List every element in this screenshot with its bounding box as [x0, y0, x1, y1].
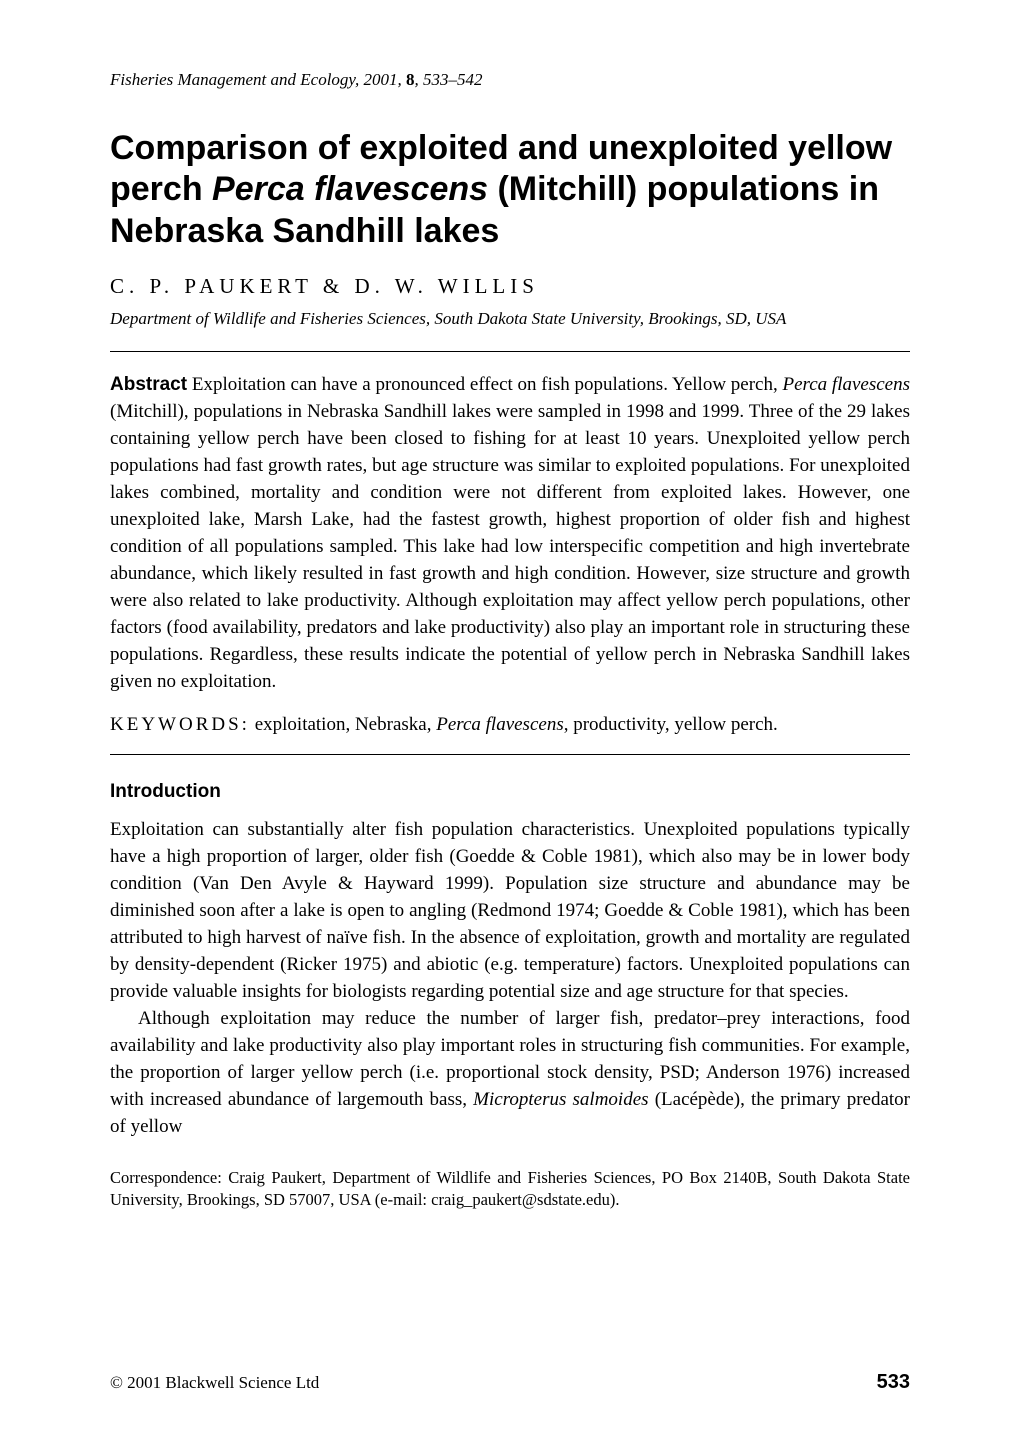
- rule-bottom: [110, 754, 910, 755]
- para2-species: Micropterus salmoides: [473, 1089, 648, 1110]
- keywords-post: , productivity, yellow perch.: [564, 714, 778, 735]
- abstract: Abstract Exploitation can have a pronoun…: [110, 372, 910, 696]
- journal-name: Fisheries Management and Ecology: [110, 70, 355, 89]
- journal-volume: 8: [406, 70, 415, 89]
- page-number: 533: [877, 1371, 910, 1394]
- keywords-species: Perca flavescens: [436, 714, 564, 735]
- intro-heading: Introduction: [110, 781, 910, 803]
- keywords: KEYWORDS: exploitation, Nebraska, Perca …: [110, 714, 910, 736]
- running-head: Fisheries Management and Ecology, 2001, …: [110, 70, 910, 90]
- abstract-species: Perca flavescens: [783, 374, 911, 395]
- intro-para-2: Although exploitation may reduce the num…: [110, 1006, 910, 1141]
- abstract-text-pre: Exploitation can have a pronounced effec…: [187, 374, 782, 395]
- abstract-label: Abstract: [110, 374, 187, 395]
- abstract-text-post: (Mitchill), populations in Nebraska Sand…: [110, 401, 910, 692]
- authors: C. P. PAUKERT & D. W. WILLIS: [110, 274, 910, 299]
- keywords-label: KEYWORDS:: [110, 714, 250, 735]
- page-footer: © 2001 Blackwell Science Ltd 533: [110, 1371, 910, 1394]
- correspondence: Correspondence: Craig Paukert, Departmen…: [110, 1167, 910, 1213]
- journal-pages: 533–542: [423, 70, 483, 89]
- rule-top: [110, 351, 910, 352]
- keywords-pre: exploitation, Nebraska,: [250, 714, 436, 735]
- journal-page: Fisheries Management and Ecology, 2001, …: [0, 0, 1020, 1446]
- journal-year: 2001: [364, 70, 398, 89]
- intro-para-1: Exploitation can substantially alter fis…: [110, 817, 910, 1006]
- title-species: Perca flavescens: [212, 170, 488, 208]
- affiliation: Department of Wildlife and Fisheries Sci…: [110, 309, 910, 329]
- copyright: © 2001 Blackwell Science Ltd: [110, 1373, 319, 1393]
- article-title: Comparison of exploited and unexploited …: [110, 128, 910, 252]
